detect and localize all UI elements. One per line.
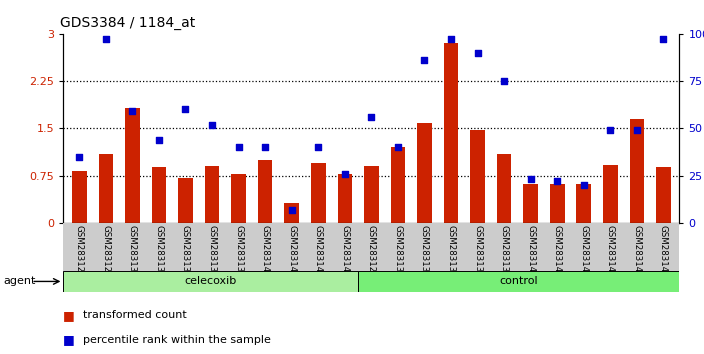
Bar <box>63 271 358 292</box>
Text: GSM283149: GSM283149 <box>659 225 668 278</box>
Text: GSM283140: GSM283140 <box>526 225 535 278</box>
Point <box>658 36 669 42</box>
Point <box>233 144 244 150</box>
Point <box>100 36 111 42</box>
Bar <box>577 184 591 223</box>
Bar <box>358 271 679 292</box>
Text: GSM283147: GSM283147 <box>314 225 322 278</box>
Point <box>153 137 165 143</box>
Bar <box>629 119 644 223</box>
Point <box>313 144 324 150</box>
Point <box>472 50 483 55</box>
Point <box>74 154 85 160</box>
Bar <box>656 167 671 223</box>
Bar <box>603 165 617 223</box>
Text: GSM283129: GSM283129 <box>101 225 111 278</box>
Text: GSM283127: GSM283127 <box>75 225 84 278</box>
Text: ■: ■ <box>63 333 75 346</box>
Point <box>392 144 403 150</box>
Point <box>631 127 643 133</box>
Text: GSM283136: GSM283136 <box>208 225 217 278</box>
Point <box>339 171 351 177</box>
Text: ■: ■ <box>63 309 75 321</box>
Text: GSM283138: GSM283138 <box>234 225 243 278</box>
Point <box>260 144 271 150</box>
Text: control: control <box>499 276 538 286</box>
Text: GSM283142: GSM283142 <box>260 225 270 278</box>
Bar <box>72 171 87 223</box>
Bar <box>523 184 538 223</box>
Text: GSM283145: GSM283145 <box>287 225 296 278</box>
Bar <box>284 203 299 223</box>
Text: GSM283148: GSM283148 <box>340 225 349 278</box>
Text: GSM283137: GSM283137 <box>473 225 482 278</box>
Bar <box>205 166 220 223</box>
Bar <box>99 154 113 223</box>
Point <box>578 182 589 188</box>
Bar <box>178 178 193 223</box>
Point <box>419 57 430 63</box>
Bar <box>497 154 511 223</box>
Text: celecoxib: celecoxib <box>184 276 237 286</box>
Point <box>180 107 191 112</box>
Bar <box>417 123 432 223</box>
Bar <box>550 184 565 223</box>
Text: GSM283144: GSM283144 <box>606 225 615 278</box>
Point <box>286 207 297 213</box>
Bar <box>470 130 485 223</box>
Text: transformed count: transformed count <box>83 310 187 320</box>
Point <box>127 108 138 114</box>
Text: GSM283146: GSM283146 <box>632 225 641 278</box>
Point <box>366 114 377 120</box>
Bar <box>391 147 406 223</box>
Bar <box>258 160 272 223</box>
Text: GDS3384 / 1184_at: GDS3384 / 1184_at <box>61 16 196 30</box>
Text: GSM283128: GSM283128 <box>367 225 376 278</box>
Bar <box>337 174 352 223</box>
Text: percentile rank within the sample: percentile rank within the sample <box>83 335 271 345</box>
Point <box>605 127 616 133</box>
Text: GSM283134: GSM283134 <box>154 225 163 278</box>
Bar <box>364 166 379 223</box>
Point <box>552 178 563 184</box>
Text: GSM283132: GSM283132 <box>128 225 137 278</box>
Point <box>498 78 510 84</box>
Point <box>446 36 457 42</box>
Text: GSM283135: GSM283135 <box>181 225 190 278</box>
Bar <box>125 108 139 223</box>
Point <box>206 122 218 127</box>
Text: agent: agent <box>4 276 36 286</box>
Bar <box>151 167 166 223</box>
Text: GSM283130: GSM283130 <box>394 225 403 278</box>
Text: GSM283131: GSM283131 <box>420 225 429 278</box>
Text: GSM283139: GSM283139 <box>500 225 508 278</box>
Point <box>525 177 536 182</box>
Bar <box>232 174 246 223</box>
Text: GSM283141: GSM283141 <box>553 225 562 278</box>
Bar <box>311 163 325 223</box>
Text: GSM283143: GSM283143 <box>579 225 589 278</box>
Bar <box>444 43 458 223</box>
Text: GSM283133: GSM283133 <box>446 225 455 278</box>
